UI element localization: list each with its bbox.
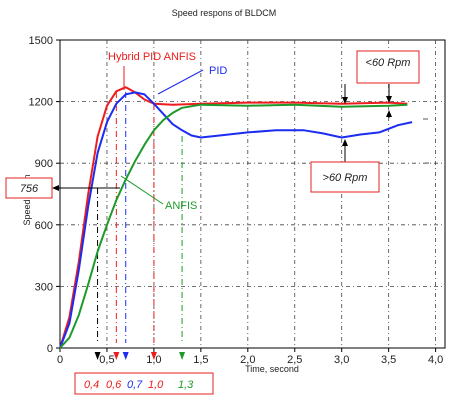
y-tick-label: 1200 [29,97,53,109]
time-values-box [74,372,214,395]
lt60-arrowhead-left [342,97,348,104]
series-line-hybrid-pid-anfis [59,86,408,349]
rpm-annotations: 756 <60 Rpm >60 Rpm [5,50,429,199]
x-tick-label: 3,5 [381,354,396,366]
gt60-arrowhead [342,139,348,146]
series-line-pid [59,91,413,349]
x-tick-label: 3,0 [334,354,349,366]
label-hybrid: Hybrid PID ANFIS [108,51,196,63]
x-tick-label: 2,0 [240,354,255,366]
level-756-arrow [52,185,59,191]
time-marker-arrow [122,352,129,360]
y-tick-label: 300 [35,281,53,293]
time-marker-values: 0,4 0,6 0,7 1,0 1,3 [74,372,214,395]
x-tick-label: 1,5 [193,354,208,366]
time-marker-arrow [113,352,120,360]
y-tick-label: 600 [35,220,53,232]
level-756-label: 756 [20,183,39,195]
y-tick-label: 1500 [29,35,53,47]
time-marker-arrow [179,352,186,360]
lt60-arrowhead-right [386,96,392,103]
x-tick-label: 2,5 [287,354,302,366]
time-value-0-7: 0,7 [127,379,143,391]
time-value-0-6: 0,6 [106,379,122,391]
y-tick-label: 900 [35,158,53,170]
y-axis-ticks: 0 300 600 900 1200 1500 [29,35,60,355]
x-tick-label: 4,0 [428,354,443,366]
y-axis-label: Speed, r/min [22,174,32,225]
x-axis-label: Time, second [245,364,299,374]
y-tick-label: 0 [47,343,53,355]
time-value-0-4: 0,4 [84,379,99,391]
pointer-pid [157,69,204,95]
x-axis-ticks: 00,51,01,52,02,53,03,54,0 [57,348,443,366]
lt60-box [356,50,420,84]
time-value-1-0: 1,0 [148,379,164,391]
level-756-box [5,177,53,199]
time-value-1-3: 1,3 [178,379,194,391]
chart-title: Speed respons of BLDCM [172,8,277,18]
gt60-box [310,161,380,193]
gt60-label: >60 Rpm [323,172,368,184]
pointer-anfis [120,175,164,205]
label-pid: PID [209,65,227,77]
time-marker-arrow [94,352,101,360]
x-tick-label: 0 [57,354,63,366]
label-anfis: ANFIS [165,200,197,212]
x-tick-label: 0,5 [99,354,114,366]
series-labels: Hybrid PID ANFIS PID ANFIS [108,51,227,212]
grid [60,40,445,348]
time-markers [94,92,186,360]
plot-area [59,39,446,349]
lt60-label: <60 Rpm [366,57,411,69]
series-lines [59,86,413,349]
time-marker-arrow [150,352,157,360]
series-line-anfis [59,103,408,349]
